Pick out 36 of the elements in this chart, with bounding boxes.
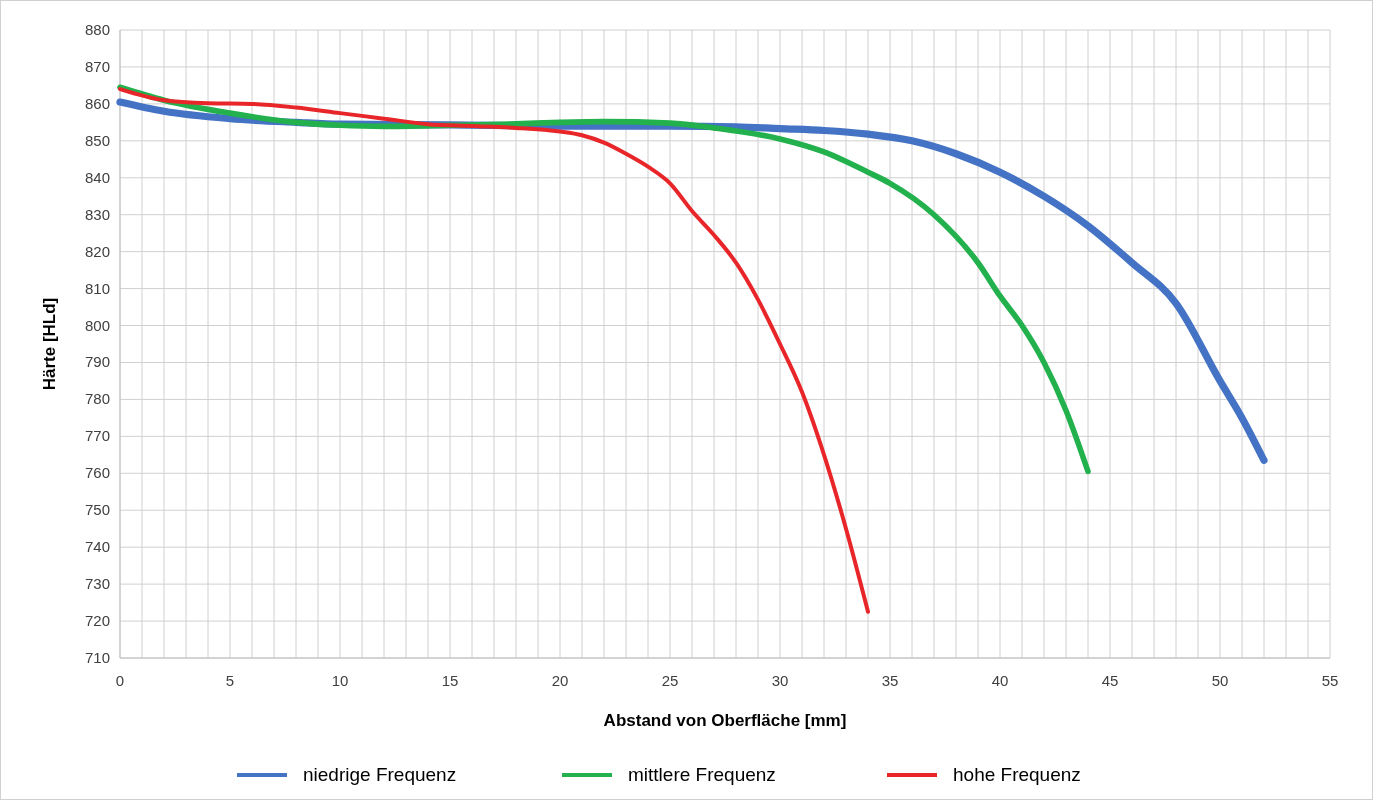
x-tick-label: 40 <box>991 672 1009 689</box>
y-tick-label: 720 <box>84 612 110 630</box>
y-tick-label: 800 <box>84 316 110 334</box>
y-tick-label: 710 <box>84 649 110 666</box>
y-tick-label: 790 <box>84 353 110 371</box>
x-tick-label: 0 <box>115 672 125 689</box>
y-tick-label: 820 <box>84 242 110 260</box>
x-tick-label: 5 <box>225 672 235 689</box>
y-tick-label: 880 <box>84 21 110 38</box>
x-tick-label: 35 <box>881 672 899 689</box>
y-axis-title: Härte [HLd] <box>40 297 59 391</box>
y-tick-label: 840 <box>84 168 110 186</box>
y-tick-label: 860 <box>84 94 110 112</box>
y-tick-label: 750 <box>84 501 110 519</box>
x-axis-title: Abstand von Oberfläche [mm] <box>603 711 847 730</box>
x-tick-label: 20 <box>551 672 569 689</box>
y-tick-label: 760 <box>84 464 110 482</box>
x-tick-label: 45 <box>1101 672 1119 689</box>
legend-label: hohe Frequenz <box>953 764 1081 785</box>
x-tick-label: 10 <box>331 672 349 689</box>
y-tick-label: 780 <box>84 390 110 408</box>
legend-label: mittlere Frequenz <box>628 764 776 785</box>
y-tick-label: 870 <box>84 57 110 75</box>
y-tick-label: 830 <box>84 205 110 223</box>
y-tick-label: 810 <box>84 279 110 297</box>
y-tick-label: 740 <box>84 538 110 556</box>
x-tick-label: 30 <box>771 672 789 689</box>
y-tick-label: 770 <box>84 427 110 445</box>
x-tick-label: 25 <box>661 672 679 689</box>
x-tick-label: 50 <box>1211 672 1229 689</box>
x-tick-label: 55 <box>1321 672 1339 689</box>
y-tick-label: 730 <box>84 575 110 593</box>
x-tick-label: 15 <box>441 672 459 689</box>
legend-label: niedrige Frequenz <box>303 764 457 785</box>
line-series <box>118 87 870 614</box>
y-tick-label: 850 <box>84 131 110 149</box>
